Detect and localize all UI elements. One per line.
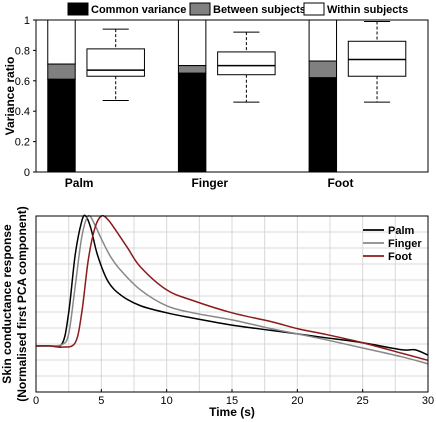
legend-swatch-0 (67, 2, 89, 16)
category-label-foot: Foot (327, 176, 353, 190)
scr-line-palm (35, 214, 429, 356)
variance-y-tick-label: 0.2 (15, 137, 30, 149)
stack-within-finger (177, 19, 207, 67)
category-label-finger: Finger (191, 176, 228, 190)
scr-legend-label-palm: Palm (388, 225, 415, 237)
stack-common-palm (47, 78, 76, 173)
stack-between-finger (177, 65, 207, 74)
scr-x-tick-label: 10 (161, 395, 173, 407)
scr-grid (36, 216, 428, 392)
box-iqr-finger (217, 51, 276, 76)
variance-ratio-panel: Common variance Between subjects Within su… (3, 2, 429, 190)
scr-x-axis: 0 5 10 15 20 25 30 (33, 389, 434, 407)
scr-x-tick-label: 5 (98, 395, 104, 407)
scr-x-tick-label: 30 (422, 395, 434, 407)
stack-within-foot (308, 19, 338, 62)
scr-line-foot (35, 214, 429, 362)
box-iqr-palm (86, 48, 145, 77)
variance-y-axis: 0 0.2 0.4 0.6 0.8 1 (15, 15, 36, 179)
variance-y-tick-label: 0.8 (15, 45, 30, 57)
scr-series (35, 214, 429, 365)
variance-y-tick-label: 1 (24, 15, 30, 27)
scr-x-tick-label: 15 (226, 395, 238, 407)
box-iqr-foot (347, 40, 407, 77)
scr-x-axis-label: Time (s) (209, 405, 255, 419)
variance-marks (47, 19, 407, 173)
variance-y-axis-label: Variance ratio (3, 57, 17, 136)
variance-plot-frame (35, 19, 429, 173)
scr-legend-label-foot: Foot (388, 251, 412, 263)
stack-between-palm (47, 63, 76, 80)
stack-common-finger (177, 72, 207, 173)
scr-y-axis-label-line1: Skin conductance response (0, 224, 14, 384)
variance-legend: Common variance Between subjects Within su… (67, 2, 408, 16)
stack-between-foot (308, 60, 338, 79)
legend-swatch-1 (189, 2, 211, 16)
variance-y-tick-label: 0 (24, 167, 30, 179)
scr-y-axis-label-line2: (Normalised first PCA component) (15, 206, 29, 402)
category-label-palm: Palm (65, 176, 94, 190)
variance-y-tick-label: 0.4 (15, 106, 30, 118)
scr-line-finger (35, 214, 429, 365)
legend-label-1: Between subjects (213, 4, 306, 16)
scr-legend-label-finger: Finger (388, 238, 422, 250)
stack-common-foot (308, 77, 338, 173)
variance-x-axis: Palm Finger Foot (65, 176, 354, 190)
legend-swatch-2 (303, 2, 325, 16)
legend-label-0: Common variance (91, 4, 186, 16)
scr-x-tick-label: 0 (33, 395, 39, 407)
scr-x-tick-label: 25 (357, 395, 369, 407)
legend-label-2: Within subjects (327, 4, 408, 16)
scr-x-tick-label: 20 (291, 395, 303, 407)
stack-within-palm (47, 19, 76, 65)
variance-y-tick-label: 0.6 (15, 76, 30, 88)
